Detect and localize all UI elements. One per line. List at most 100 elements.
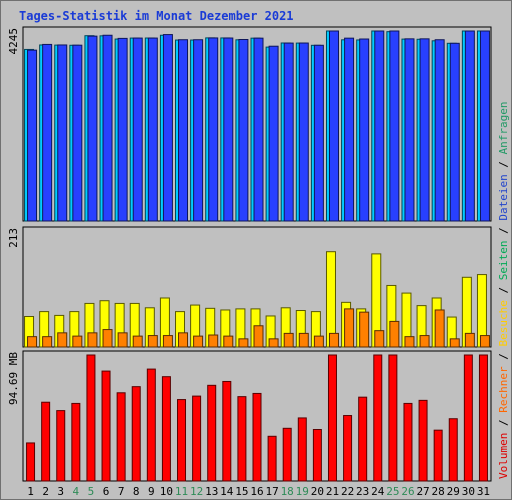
bar-rechner-day-30: Rechner 30: 25 [464, 332, 475, 348]
day-label-11: 11 [175, 485, 188, 498]
bar-rechner-day-14: Rechner 14: 20 [223, 335, 234, 348]
bar-dateien-day-26: Dateien 26: 4070 [404, 38, 415, 222]
bar-rechner-day-16: Rechner 16: 39 [253, 325, 264, 348]
chart-panels: 4245Anfragen 1: 3833Dateien 1: 3817Anfra… [7, 26, 492, 482]
legend-item-volumen: Volumen [497, 433, 510, 479]
legend-item-anfragen: Anfragen [497, 101, 510, 154]
bar-dateien-day-6: Dateien 6: 4150 [102, 34, 113, 222]
legend-separator: / [497, 347, 510, 367]
bar-volumen-day-24: Volumen 24: 112 [373, 354, 383, 482]
day-label-16: 16 [250, 485, 263, 498]
bar-dateien-day-28: Dateien 28: 4050 [434, 39, 445, 222]
bar-volumen-day-16: Volumen 16: 65.8 [252, 392, 262, 482]
bar-volumen-day-26: Volumen 26: 58.3 [403, 402, 413, 482]
day-label-31: 31 [477, 485, 490, 498]
panel-bottom: 94.69 MB Volumen 1: 28.6 Volumen 2: 59.2 Vo… [7, 350, 492, 482]
panel-max-label: 213 [7, 228, 20, 248]
bar-rechner-day-2: Rechner 2: 19 [42, 336, 53, 348]
legend-item-besuche: Besuche [497, 300, 510, 346]
bar-volumen-day-18: Volumen 18: 39.6 [282, 427, 292, 482]
day-label-7: 7 [118, 485, 125, 498]
bar-dateien-day-23: Dateien 23: 4066 [359, 38, 370, 222]
bar-volumen-day-27: Volumen 27: 60.6 [418, 399, 428, 482]
bar-volumen-day-5: Volumen 5: 100.5 [86, 354, 96, 482]
panel-middle: 213Besuche 1: 56Rechner 1: 19Besuche 2: … [7, 226, 492, 348]
bar-rechner-day-4: Rechner 4: 20 [72, 335, 83, 348]
bar-dateien-day-7: Dateien 7: 4080 [117, 37, 128, 222]
day-label-28: 28 [432, 485, 445, 498]
bar-rechner-day-24: Rechner 24: 30 [374, 330, 385, 348]
bar-dateien-day-15: Dateien 15: 4055 [238, 39, 249, 222]
bar-volumen-day-13: Volumen 13: 71.9 [207, 384, 217, 482]
legend-item-rechner: Rechner [497, 366, 510, 413]
bar-dateien-day-22: Dateien 22: 4085 [344, 37, 355, 222]
bar-rechner-day-12: Rechner 12: 20 [193, 335, 204, 348]
bar-rechner-day-8: Rechner 8: 20 [132, 335, 143, 348]
bar-volumen-day-23: Volumen 23: 63 [358, 396, 368, 482]
bar-rechner-day-26: Rechner 26: 19 [404, 336, 415, 348]
bar-dateien-day-18: Dateien 18: 3975 [283, 42, 294, 222]
legend-item-seiten: Seiten [497, 241, 510, 281]
day-label-1: 1 [27, 485, 34, 498]
bar-rechner-day-20: Rechner 20: 20 [313, 335, 324, 348]
bar-volumen-day-19: Volumen 19: 47.4 [297, 417, 307, 482]
bar-volumen-day-28: Volumen 28: 38.2 [433, 429, 443, 482]
bar-dateien-day-9: Dateien 9: 4087 [147, 37, 158, 222]
day-label-4: 4 [73, 485, 80, 498]
bar-rechner-day-17: Rechner 17: 15 [268, 338, 279, 348]
bar-rechner-day-25: Rechner 25: 47 [389, 320, 400, 348]
panel-max-label: 94.69 MB [7, 352, 20, 405]
bar-dateien-day-8: Dateien 8: 4087 [132, 37, 143, 222]
bar-volumen-day-20: Volumen 20: 38.7 [312, 429, 322, 482]
day-label-2: 2 [42, 485, 49, 498]
day-label-15: 15 [235, 485, 248, 498]
bar-volumen-day-15: Volumen 15: 63.4 [237, 396, 247, 482]
bar-besuche-day-21: Besuche 21: 175 [325, 251, 336, 348]
bar-rechner-day-6: Rechner 6: 32 [102, 329, 113, 348]
bar-dateien-day-12: Dateien 12: 4050 [193, 39, 204, 222]
bar-volumen-day-22: Volumen 22: 49.2 [343, 415, 353, 482]
bar-volumen-day-14: Volumen 14: 74.8 [222, 380, 232, 482]
bar-volumen-day-2: Volumen 2: 59.2 [41, 401, 51, 482]
day-label-30: 30 [462, 485, 475, 498]
day-label-6: 6 [103, 485, 110, 498]
bar-rechner-day-22: Rechner 22: 70 [344, 308, 355, 348]
day-label-5: 5 [88, 485, 95, 498]
bar-rechner-day-28: Rechner 28: 68 [434, 309, 445, 348]
bar-rechner-day-7: Rechner 7: 26 [117, 332, 128, 348]
bar-dateien-day-20: Dateien 20: 3926 [313, 44, 324, 222]
bar-volumen-day-31: Volumen 31: 115.6 [478, 354, 488, 482]
bar-rechner-day-19: Rechner 19: 25 [298, 332, 309, 348]
bar-volumen-day-30: Volumen 30: 101.4 [463, 354, 473, 482]
bar-volumen-day-25: Volumen 25: 99.6 [388, 354, 398, 482]
day-label-18: 18 [281, 485, 294, 498]
bar-dateien-day-30: Dateien 30: 4250 [464, 30, 475, 222]
legend-separator: / [497, 280, 510, 300]
bar-rechner-day-13: Rechner 13: 22 [208, 334, 219, 348]
day-label-24: 24 [371, 485, 385, 498]
bar-volumen-day-12: Volumen 12: 63.8 [192, 395, 202, 482]
day-label-13: 13 [205, 485, 218, 498]
day-label-20: 20 [311, 485, 324, 498]
bar-volumen-day-7: Volumen 7: 66.3 [116, 392, 126, 482]
legend-separator: / [497, 154, 510, 174]
legend-separator: / [497, 221, 510, 241]
day-label-25: 25 [386, 485, 399, 498]
bar-dateien-day-10: Dateien 10: 4165 [162, 34, 173, 222]
chart-title: Tages-Statistik im Monat Dezember 2021 [19, 9, 294, 23]
legend-item-dateien: Dateien [497, 174, 510, 220]
bar-rechner-day-15: Rechner 15: 15 [238, 338, 249, 348]
bar-dateien-day-25: Dateien 25: 4250 [389, 30, 400, 222]
bar-rechner-day-27: Rechner 27: 21 [419, 335, 430, 348]
day-label-27: 27 [416, 485, 429, 498]
day-label-22: 22 [341, 485, 354, 498]
x-axis-day-labels: 1 2 3 4 5 6 7 8 9 10 11 12 13 14 15 16 17 18 19 20 21 22 23 24 2… [27, 485, 490, 498]
bar-rechner-day-18: Rechner 18: 25 [283, 332, 294, 348]
bar-dateien-day-31: Dateien 31: 4315 [479, 30, 490, 222]
bar-dateien-day-5: Dateien 5: 4130 [87, 35, 98, 222]
day-label-19: 19 [296, 485, 309, 498]
bar-rechner-day-3: Rechner 3: 26 [57, 332, 68, 348]
panel-max-label: 4245 [7, 28, 20, 55]
